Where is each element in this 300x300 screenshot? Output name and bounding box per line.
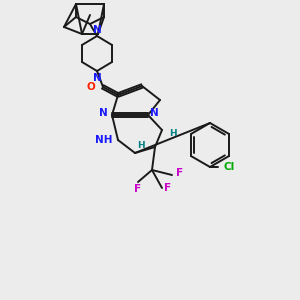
Text: N: N — [93, 73, 101, 83]
Text: O: O — [86, 82, 95, 92]
Text: N: N — [150, 108, 159, 118]
Text: Cl: Cl — [224, 162, 235, 172]
Text: N: N — [93, 25, 101, 35]
Text: F: F — [134, 184, 142, 194]
Text: N: N — [99, 108, 108, 118]
Text: H: H — [169, 128, 177, 137]
Text: H: H — [137, 142, 145, 151]
Text: F: F — [176, 168, 183, 178]
Text: F: F — [164, 183, 171, 193]
Text: NH: NH — [95, 135, 113, 145]
